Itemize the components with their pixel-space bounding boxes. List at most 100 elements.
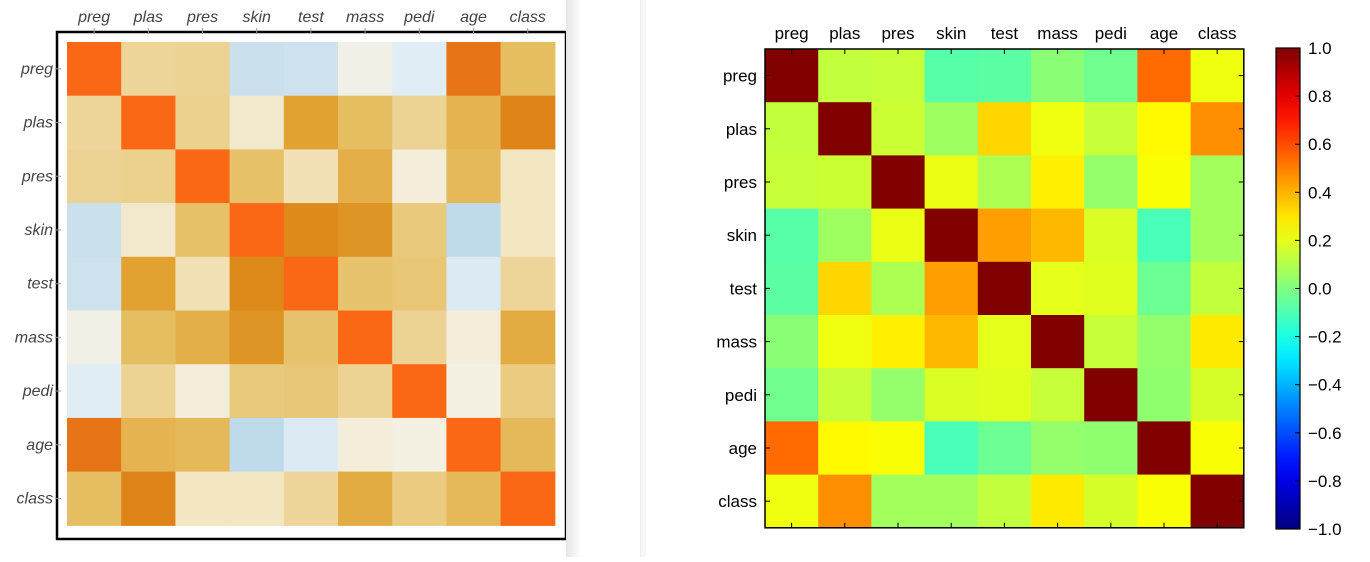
heatmap-cell (500, 417, 556, 473)
heatmap-cell (977, 315, 1032, 369)
y-tick-label: class (718, 492, 757, 511)
heatmap-cell (924, 155, 979, 210)
heatmap-cell (392, 256, 447, 312)
right-correlation-heatmap: preg preg plas plas pres pres skin skin test test… (716, 24, 1342, 539)
heatmap-cell (392, 310, 447, 365)
heatmap-cell (818, 421, 872, 476)
heatmap-cell (1137, 261, 1192, 316)
heatmap-cell (338, 417, 393, 473)
heatmap-cell (1031, 49, 1085, 103)
y-tick-label: mass (716, 333, 757, 352)
heatmap-cell (1084, 102, 1138, 156)
heatmap-cell (1137, 155, 1192, 210)
heatmap-cell (338, 203, 393, 258)
heatmap-cell (765, 261, 819, 316)
heatmap-cell (924, 474, 979, 529)
heatmap-cell (229, 95, 285, 150)
heatmap-cell (446, 310, 502, 365)
y-tick-label: pres (724, 173, 757, 192)
heatmap-cell (338, 471, 393, 526)
heatmap-cell (121, 203, 176, 258)
heatmap-cell (1190, 421, 1245, 476)
heatmap-cell (283, 310, 339, 365)
heatmap-cell (121, 310, 176, 365)
heatmap-cell (1031, 155, 1085, 210)
heatmap-cell (1084, 49, 1138, 103)
heatmap-cell (283, 256, 339, 312)
heatmap-cell (818, 474, 872, 529)
x-tick-label: plas (829, 24, 860, 43)
heatmap-cell (338, 95, 393, 150)
colorbar-tick-label: 1.0 (1308, 39, 1332, 58)
colorbar-tick-label: 0.4 (1308, 183, 1332, 202)
colorbar-tick-label: 0.2 (1308, 231, 1332, 250)
heatmap-cell (446, 149, 502, 204)
heatmap-cell (67, 256, 122, 312)
heatmap-cell (283, 364, 339, 419)
heatmap-cell (338, 256, 393, 312)
y-tick-label: test (27, 276, 53, 293)
heatmap-cell (500, 42, 556, 97)
heatmap-cell (1137, 208, 1192, 263)
heatmap-cell (500, 95, 556, 150)
heatmap-cell (392, 42, 447, 97)
heatmap-cell (392, 95, 447, 150)
heatmap-cell (283, 149, 339, 204)
x-tick-label: mass (346, 9, 384, 26)
heatmap-cell (229, 256, 285, 312)
heatmap-cell (924, 49, 979, 103)
colorbar-tick-label: −0.4 (1308, 376, 1342, 395)
x-tick-label: class (1198, 24, 1237, 43)
heatmap-cell (765, 474, 819, 529)
heatmap-cell (229, 417, 285, 473)
heatmap-cell (229, 149, 285, 204)
heatmap-cell (500, 149, 556, 204)
heatmap-cell (765, 102, 819, 156)
heatmap-cell (1137, 315, 1192, 369)
heatmap-cell (67, 471, 122, 526)
x-tick-label: plas (133, 9, 163, 26)
colorbar-tick-label: −0.2 (1308, 328, 1342, 347)
heatmap-cell (67, 149, 122, 204)
x-tick-label: skin (242, 9, 271, 26)
heatmap-cell (818, 49, 872, 103)
heatmap-cell (446, 364, 502, 419)
heatmap-cell (818, 368, 872, 422)
y-tick-label: preg (20, 61, 53, 78)
heatmap-cell (977, 102, 1032, 156)
heatmap-cell (818, 208, 872, 263)
heatmap-cell (1190, 155, 1245, 210)
heatmap-cell (121, 471, 176, 526)
heatmap-cell (977, 155, 1032, 210)
heatmap-cell (229, 364, 285, 419)
heatmap-cell (977, 208, 1032, 263)
heatmap-cell (175, 364, 231, 419)
heatmap-cell (1031, 102, 1085, 156)
heatmap-cell (392, 417, 447, 473)
heatmap-cell (175, 417, 231, 473)
heatmap-cell (446, 256, 502, 312)
heatmap-cell (338, 149, 393, 204)
y-tick-label: age (26, 437, 53, 454)
heatmap-cell (175, 471, 231, 526)
y-tick-label: skin (25, 222, 54, 239)
heatmap-cell (446, 471, 502, 526)
heatmap-cell (1137, 368, 1192, 422)
x-tick-label: mass (1037, 24, 1078, 43)
x-tick-label: test (298, 9, 324, 26)
heatmap-cell (1084, 261, 1138, 316)
heatmap-cell (1190, 474, 1245, 529)
heatmap-cell (283, 95, 339, 150)
left-correlation-heatmap: preg preg plas plas pres pres skin skin test test… (15, 9, 568, 541)
heatmap-cell (1137, 421, 1192, 476)
heatmap-cell (500, 310, 556, 365)
x-tick-label: preg (775, 24, 809, 43)
heatmap-cell (871, 474, 926, 529)
y-tick-label: pedi (22, 383, 54, 400)
heatmap-cell (1137, 474, 1192, 529)
heatmap-cell (1031, 261, 1085, 316)
heatmap-cell (818, 155, 872, 210)
heatmap-cell (121, 149, 176, 204)
heatmap-cell (500, 256, 556, 312)
heatmap-cell (977, 49, 1032, 103)
